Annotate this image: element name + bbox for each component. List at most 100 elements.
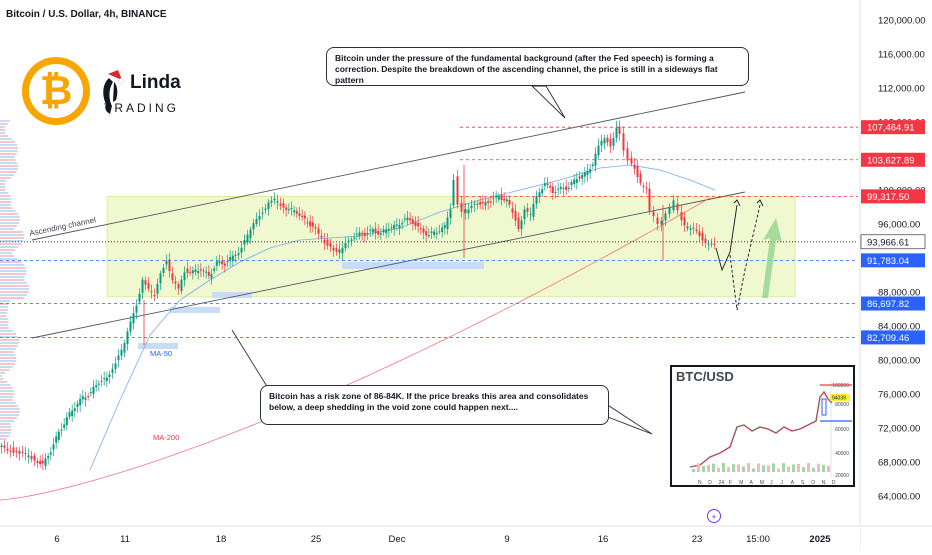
candle-body bbox=[481, 202, 484, 204]
volume-profile-bar bbox=[0, 270, 27, 272]
price-level-label: 107,464.91 bbox=[867, 123, 915, 134]
candle-body bbox=[323, 239, 326, 244]
candle-body bbox=[68, 412, 71, 417]
candle-body bbox=[295, 210, 298, 214]
analysis-note-top[interactable]: Bitcoin under the pressure of the fundam… bbox=[326, 47, 749, 86]
x-tick-label: 9 bbox=[504, 534, 509, 545]
candle-body bbox=[180, 279, 183, 292]
volume-profile-bar bbox=[0, 210, 16, 212]
candle-body bbox=[63, 424, 66, 428]
volume-profile-bar bbox=[0, 243, 22, 245]
candle-body bbox=[398, 224, 401, 229]
candle-body bbox=[285, 207, 288, 210]
candle-body bbox=[497, 195, 500, 200]
ma50-label: MA-50 bbox=[150, 349, 172, 358]
volume-profile-bar bbox=[0, 213, 19, 215]
candle-body bbox=[573, 179, 576, 184]
candle-body bbox=[298, 213, 301, 216]
y-tick-label: 64,000.00 bbox=[878, 491, 920, 502]
channel-lower-line bbox=[31, 191, 746, 339]
candle-body bbox=[6, 448, 9, 451]
volume-profile-bar bbox=[0, 354, 16, 356]
candle-body bbox=[215, 261, 218, 266]
candle-body bbox=[371, 229, 374, 233]
volume-profile-bar bbox=[0, 432, 11, 434]
volume-profile-bar bbox=[0, 216, 20, 218]
candle-body bbox=[409, 218, 412, 221]
candle-body bbox=[464, 209, 467, 214]
volume-profile-bar bbox=[0, 312, 8, 314]
candle-body bbox=[503, 198, 506, 201]
volume-profile-bar bbox=[0, 261, 22, 263]
add-alert-button[interactable]: + bbox=[707, 509, 721, 523]
candle-body bbox=[341, 247, 344, 254]
volume-profile-bar bbox=[0, 330, 13, 332]
candle-body bbox=[435, 232, 438, 234]
candle-body bbox=[144, 280, 147, 285]
volume-profile-bar bbox=[0, 138, 12, 140]
inset-volume-bar bbox=[747, 463, 750, 472]
candle-body bbox=[194, 269, 197, 272]
candle-body bbox=[30, 455, 33, 460]
volume-profile-bar bbox=[0, 219, 20, 221]
weekly-inset-chart: BTC/USD 100000 80000 60000 40000 20000 N D 24 F M… bbox=[670, 365, 855, 487]
inset-volume-bar bbox=[817, 463, 820, 472]
volume-profile-bar bbox=[0, 198, 12, 200]
candle-body bbox=[320, 235, 323, 238]
volume-profile-bar bbox=[0, 234, 24, 236]
candle-body bbox=[433, 231, 436, 235]
volume-profile-bar bbox=[0, 288, 30, 290]
volume-profile-bar bbox=[0, 399, 13, 401]
candle-body bbox=[105, 377, 108, 382]
x-tick-label: Dec bbox=[389, 534, 406, 545]
analysis-note-bottom[interactable]: Bitcoin has a risk zone of 86-84K. If th… bbox=[260, 385, 609, 425]
x-tick-label: 15:00 bbox=[746, 534, 770, 545]
candle-body bbox=[165, 260, 168, 265]
candle-body bbox=[656, 217, 659, 224]
candle-body bbox=[191, 270, 194, 274]
volume-profile-bar bbox=[0, 180, 7, 182]
support-zone bbox=[212, 292, 252, 298]
candle-body bbox=[639, 173, 642, 184]
inset-volume-bar bbox=[767, 465, 770, 472]
bitcoin-symbol: ₿ bbox=[39, 68, 73, 114]
volume-profile-bar bbox=[0, 279, 25, 281]
volume-profile-bar bbox=[0, 267, 26, 269]
candle-body bbox=[186, 268, 189, 274]
volume-profile-bar bbox=[0, 417, 17, 419]
candle-body bbox=[287, 209, 290, 211]
candle-body bbox=[660, 220, 663, 225]
volume-profile-bar bbox=[0, 222, 19, 224]
candle-body bbox=[261, 212, 264, 214]
candle-body bbox=[205, 271, 208, 273]
volume-profile-bar bbox=[0, 192, 9, 194]
x-tick-label: 16 bbox=[598, 534, 609, 545]
candle-body bbox=[76, 403, 79, 408]
y-tick-label: 68,000.00 bbox=[878, 457, 920, 468]
note-top-pointer bbox=[530, 85, 566, 119]
volume-profile-bar bbox=[0, 282, 28, 284]
candle-body bbox=[123, 343, 126, 353]
candle-body bbox=[520, 220, 523, 230]
support-zone bbox=[170, 307, 220, 313]
volume-profile-bar bbox=[0, 396, 14, 398]
inset-volume-bar bbox=[692, 469, 695, 472]
volume-profile-bar bbox=[0, 315, 7, 317]
price-level-tag bbox=[860, 234, 926, 250]
inset-volume-bar bbox=[822, 464, 825, 472]
candle-body bbox=[546, 183, 549, 186]
volume-profile-bar bbox=[0, 162, 18, 164]
candle-body bbox=[303, 215, 306, 219]
candle-body bbox=[692, 227, 695, 229]
candle-body bbox=[129, 321, 132, 332]
candle-body bbox=[249, 229, 252, 239]
candle-body bbox=[138, 293, 141, 302]
candle-body bbox=[171, 273, 174, 281]
price-level-label: 91,783.04 bbox=[867, 256, 909, 267]
candle-body bbox=[538, 192, 541, 197]
candle-body bbox=[270, 200, 273, 203]
candle-body bbox=[612, 138, 615, 146]
candle-body bbox=[223, 263, 226, 266]
